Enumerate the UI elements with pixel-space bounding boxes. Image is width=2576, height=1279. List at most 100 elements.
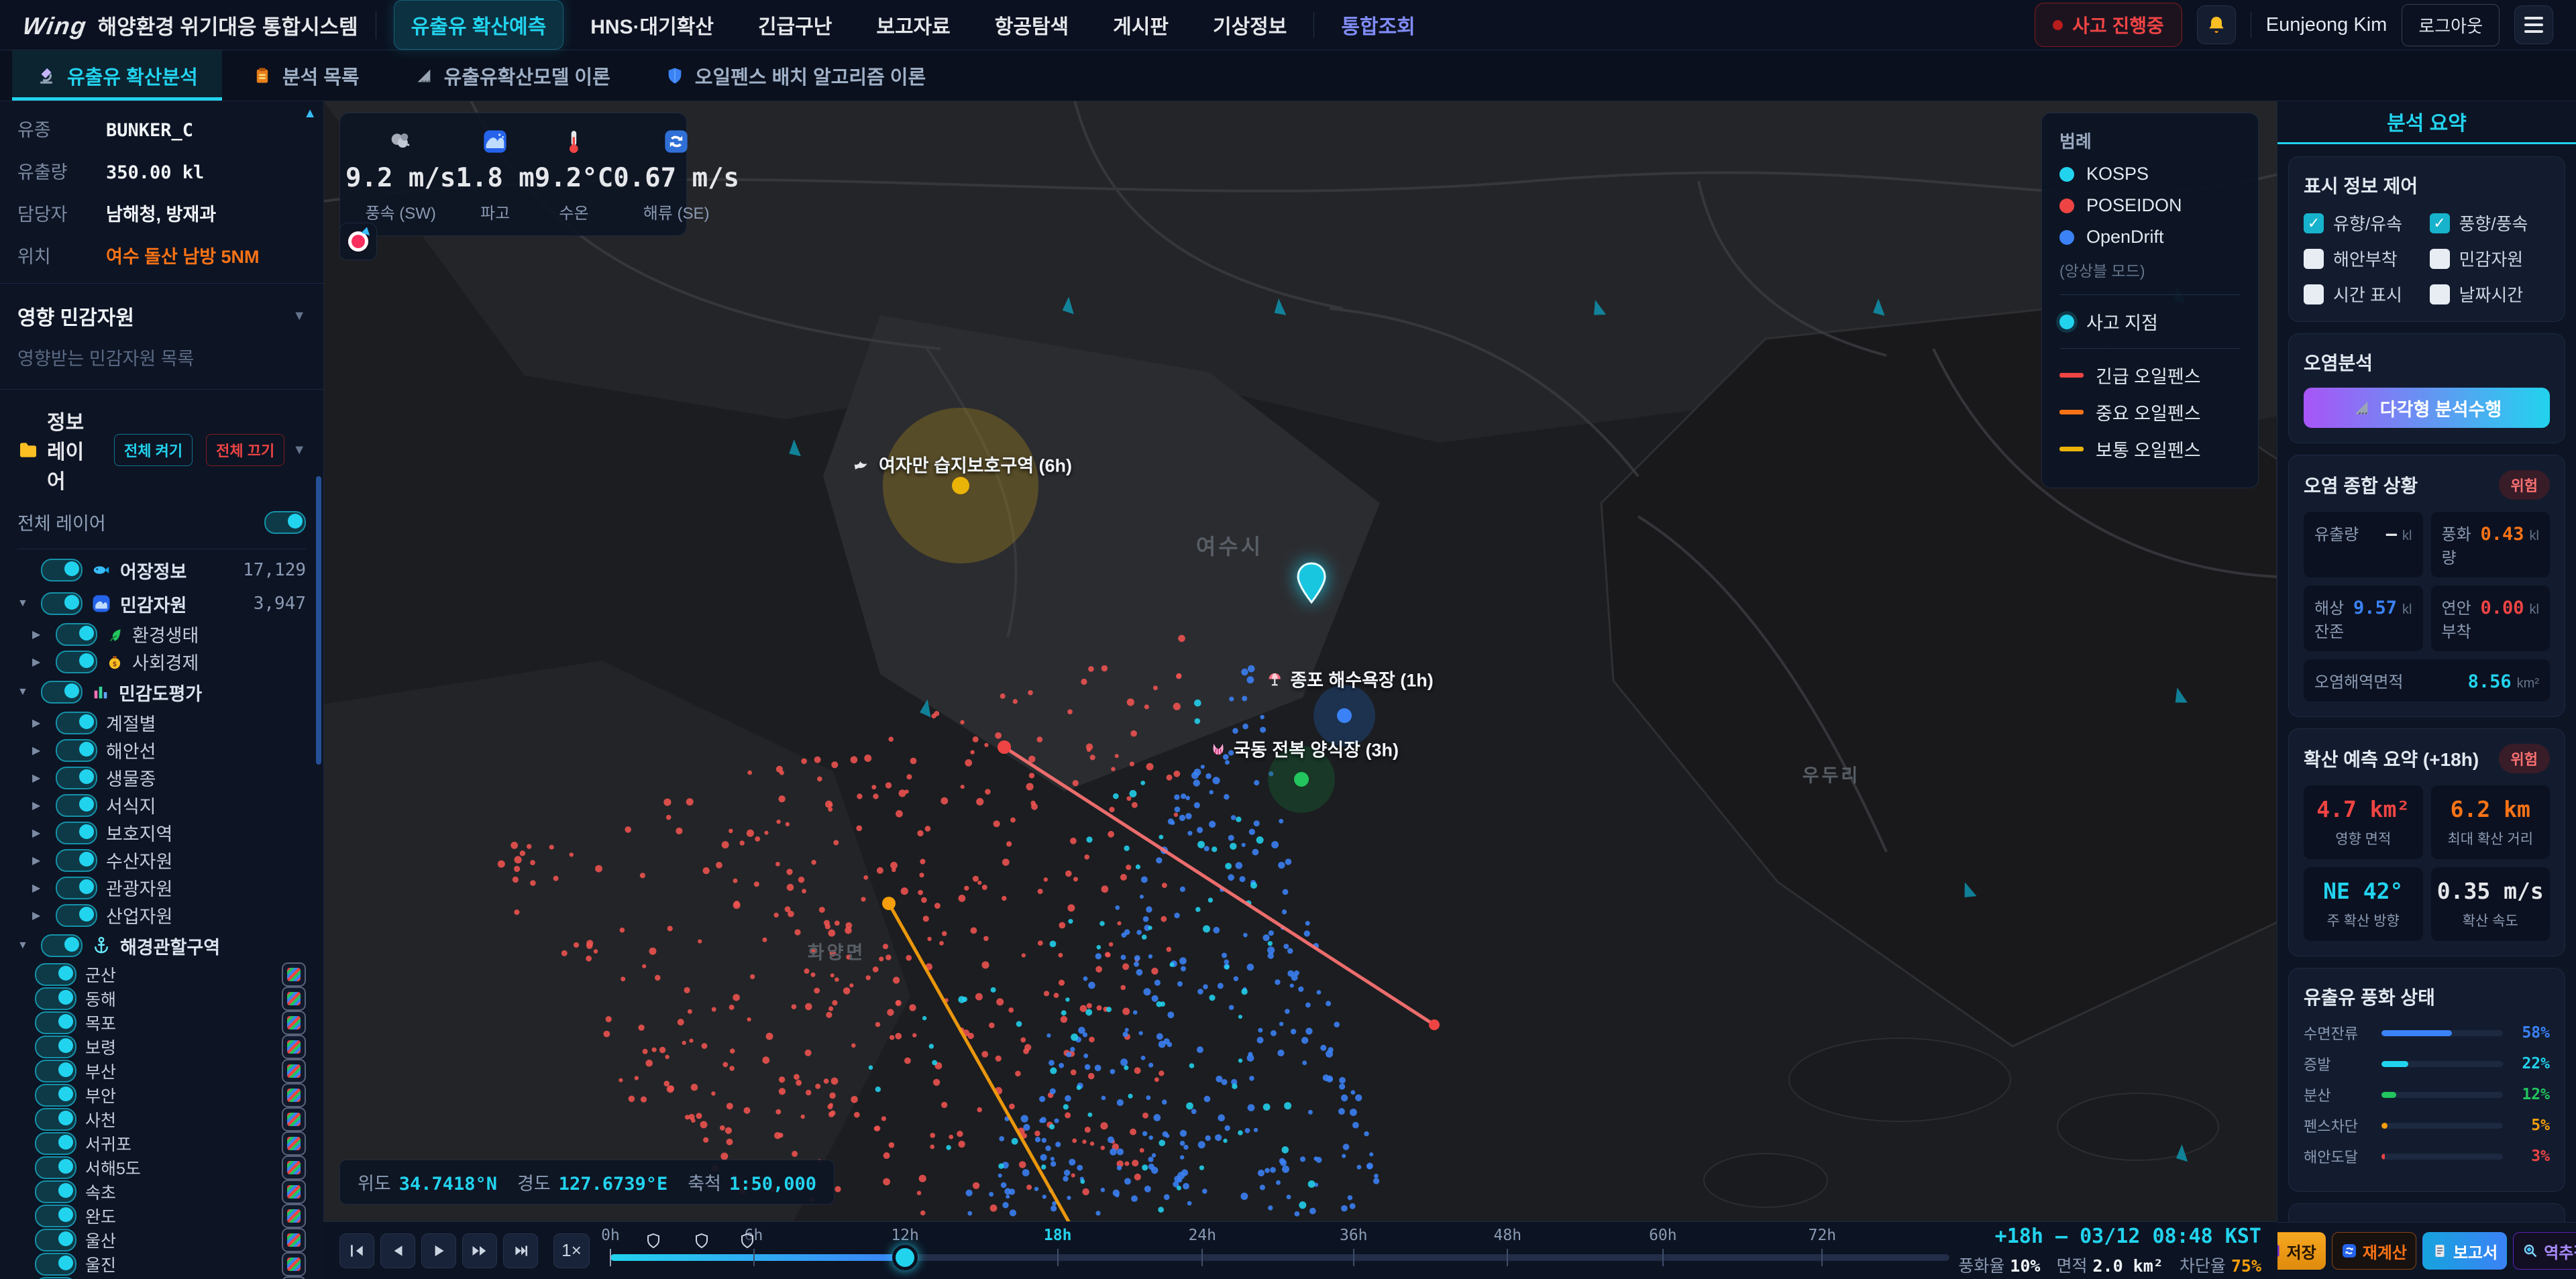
station-toggle[interactable] — [35, 1084, 76, 1107]
station-toggle[interactable] — [35, 1229, 76, 1252]
tab-1[interactable]: 유출유 확산분석 — [12, 50, 222, 101]
layer-toggle[interactable] — [56, 711, 97, 734]
chevron-right-icon[interactable]: ▶ — [32, 717, 41, 729]
display-check-날짜시간[interactable]: 날짜시간 — [2429, 282, 2551, 307]
layer-toggle[interactable] — [56, 793, 97, 817]
chevron-right-icon[interactable]: ▶ — [32, 799, 41, 812]
chevron-down-icon[interactable]: ▼ — [17, 940, 28, 951]
tab-3[interactable]: 유출유확산모델 이론 — [390, 50, 635, 101]
nav-item-5[interactable]: 항공탐색 — [994, 16, 1069, 38]
station-style-button[interactable] — [282, 1228, 306, 1252]
vessel-spec-card[interactable]: 사고 선박 제원 ▶ — [2288, 1203, 2565, 1222]
tab-4[interactable]: 오일펜스 배치 알고리즘 이론 — [641, 50, 950, 101]
logout-button[interactable]: 로그아웃 — [2402, 3, 2500, 46]
layer-toggle[interactable] — [41, 934, 83, 957]
layer-toggle[interactable] — [56, 821, 97, 844]
map-canvas[interactable] — [323, 101, 2277, 1222]
skip-start-button[interactable] — [339, 1233, 374, 1268]
역추적-button[interactable]: 역추적 — [2513, 1232, 2576, 1270]
fence-event-marker-icon[interactable] — [740, 1233, 755, 1252]
chevron-right-icon[interactable]: ▶ — [32, 772, 41, 784]
보고서-button[interactable]: 보고서 — [2422, 1232, 2508, 1270]
map-area[interactable]: 여수시 화양면 우두리 여자만 습지보호구역 (6h) 종포 해수욕장 (1h) 국동 전… — [323, 101, 2277, 1222]
station-toggle[interactable] — [35, 1036, 76, 1058]
fence-event-marker-icon[interactable] — [694, 1233, 709, 1252]
display-check-유향/유속[interactable]: ✓ 유향/유속 — [2304, 211, 2424, 235]
timeline-handle[interactable] — [892, 1245, 918, 1270]
layer-toggle[interactable] — [56, 738, 97, 762]
display-check-풍향/풍속[interactable]: ✓ 풍향/풍속 — [2429, 211, 2551, 235]
station-style-button[interactable] — [282, 1276, 306, 1279]
hamburger-menu-button[interactable] — [2514, 5, 2553, 44]
chevron-down-icon[interactable]: ▼ — [17, 598, 28, 609]
nav-item-7[interactable]: 기상정보 — [1212, 16, 1287, 38]
display-check-해안부착[interactable]: 해안부착 — [2304, 246, 2424, 271]
station-toggle[interactable] — [35, 1156, 76, 1179]
layer-toggle[interactable] — [41, 592, 83, 615]
locate-incident-button[interactable] — [339, 223, 377, 260]
chevron-down-icon[interactable]: ▼ — [292, 308, 306, 323]
station-style-button[interactable] — [282, 1083, 306, 1107]
nav-item-1[interactable]: 유출유 확산예측 — [393, 0, 564, 50]
play-button[interactable] — [421, 1233, 456, 1268]
station-style-button[interactable] — [282, 1156, 306, 1180]
chevron-right-icon[interactable]: ▶ — [32, 854, 41, 867]
station-style-button[interactable] — [282, 1180, 306, 1204]
station-toggle[interactable] — [35, 987, 76, 1010]
sidebar-scrollbar[interactable] — [316, 476, 321, 765]
station-toggle[interactable] — [35, 1060, 76, 1082]
checkbox-checked-icon[interactable]: ✓ — [2304, 213, 2324, 233]
chevron-right-icon[interactable]: ▶ — [32, 628, 41, 641]
checkbox-icon[interactable] — [2429, 284, 2450, 304]
tab-2[interactable]: 분석 목록 — [229, 50, 384, 101]
station-toggle[interactable] — [35, 1205, 76, 1227]
layer-toggle[interactable] — [56, 903, 97, 927]
chevron-right-icon[interactable]: ▶ — [32, 827, 41, 839]
master-layer-toggle[interactable] — [264, 510, 306, 534]
polygon-analysis-button[interactable]: 다각형 분석수행 — [2304, 388, 2550, 428]
station-toggle[interactable] — [35, 1253, 76, 1276]
layer-toggle[interactable] — [41, 559, 83, 581]
speed-button[interactable]: 1× — [553, 1233, 590, 1268]
chevron-right-icon[interactable]: ▶ — [32, 656, 41, 668]
layers-all-off-button[interactable]: 전체 끄기 — [206, 434, 285, 466]
layer-toggle[interactable] — [41, 681, 83, 704]
fence-event-marker-icon[interactable] — [646, 1233, 661, 1252]
station-toggle[interactable] — [35, 1011, 76, 1034]
nav-item-6[interactable]: 게시판 — [1113, 16, 1169, 38]
station-toggle[interactable] — [35, 1180, 76, 1203]
timeline-track[interactable]: 0h 6h 12h 18h 24h 36h 48h 60h 72h — [601, 1222, 1949, 1279]
layer-toggle[interactable] — [56, 650, 97, 673]
display-check-시간 표시[interactable]: 시간 표시 — [2304, 282, 2424, 307]
sidebar-scroll-up-icon[interactable]: ▲ — [303, 106, 317, 121]
nav-item-4[interactable]: 보고자료 — [876, 16, 951, 38]
재계산-button[interactable]: 재계산 — [2331, 1232, 2416, 1270]
chevron-right-icon[interactable]: ▶ — [32, 909, 41, 922]
station-toggle[interactable] — [35, 1132, 76, 1155]
station-style-button[interactable] — [282, 1204, 306, 1228]
station-style-button[interactable] — [282, 1252, 306, 1276]
notifications-button[interactable] — [2196, 5, 2236, 44]
checkbox-icon[interactable] — [2304, 284, 2324, 304]
station-style-button[interactable] — [282, 1035, 306, 1059]
checkbox-icon[interactable] — [2304, 248, 2324, 269]
checkbox-icon[interactable] — [2429, 248, 2450, 269]
station-style-button[interactable] — [282, 962, 306, 987]
station-style-button[interactable] — [282, 1107, 306, 1131]
station-style-button[interactable] — [282, 1131, 306, 1156]
display-check-민감자원[interactable]: 민감자원 — [2429, 246, 2551, 271]
layer-toggle[interactable] — [56, 766, 97, 789]
station-toggle[interactable] — [35, 963, 76, 986]
chevron-right-icon[interactable]: ▶ — [32, 744, 41, 757]
chevron-down-icon[interactable]: ▼ — [292, 442, 306, 457]
layer-toggle[interactable] — [56, 622, 97, 646]
layer-toggle[interactable] — [56, 848, 97, 872]
chevron-right-icon[interactable]: ▶ — [32, 882, 41, 894]
timeline-track-bar[interactable] — [610, 1254, 1949, 1261]
chevron-down-icon[interactable]: ▼ — [17, 686, 28, 698]
checkbox-checked-icon[interactable]: ✓ — [2429, 213, 2450, 233]
nav-item-3[interactable]: 긴급구난 — [757, 16, 833, 38]
layers-all-on-button[interactable]: 전체 켜기 — [114, 434, 193, 466]
station-toggle[interactable] — [35, 1108, 76, 1131]
nav-item-8[interactable]: 통합조회 — [1341, 16, 1415, 38]
